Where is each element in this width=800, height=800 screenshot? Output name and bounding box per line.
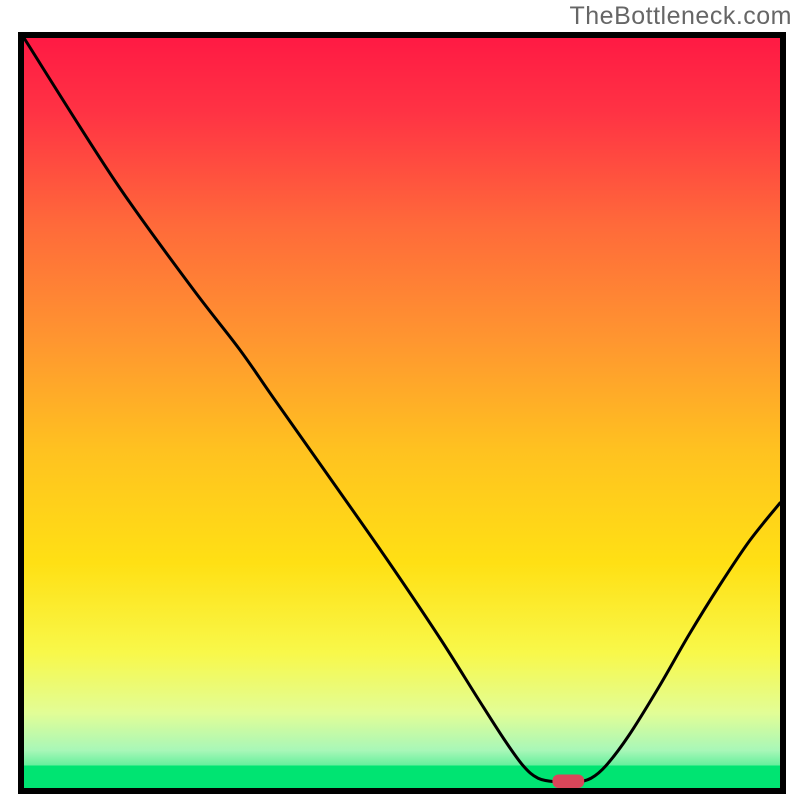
optimal-marker bbox=[552, 775, 584, 789]
chart-svg bbox=[24, 38, 780, 788]
watermark-text: TheBottleneck.com bbox=[570, 2, 793, 31]
bottom-band bbox=[24, 766, 780, 789]
plot-area bbox=[24, 38, 780, 788]
